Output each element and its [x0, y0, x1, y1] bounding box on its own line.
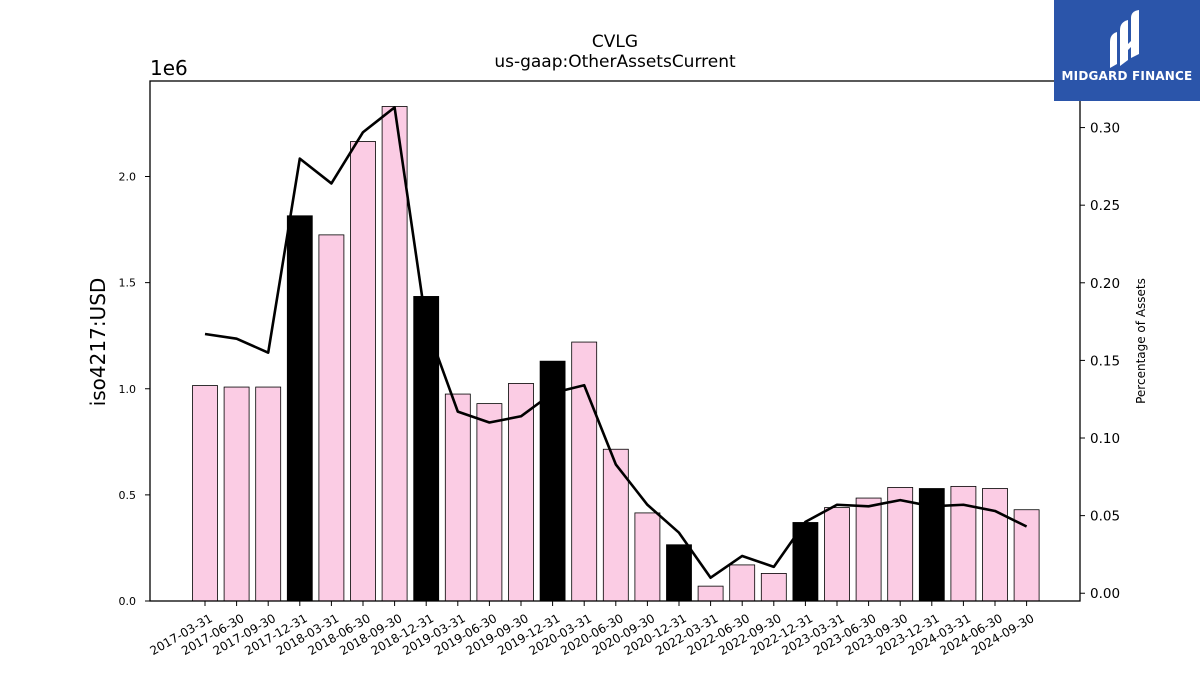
bar	[760, 573, 787, 602]
percentage-line	[204, 106, 1028, 580]
bar	[729, 564, 756, 602]
bar-series	[192, 106, 1040, 602]
y-axis-right: 0.00 0.05 0.10 0.15 0.20 0.25 0.30	[1080, 121, 1120, 602]
bar	[887, 487, 914, 602]
y-tick-label: 0.5	[119, 489, 137, 502]
y2-tick-label: 0.10	[1090, 431, 1120, 447]
bar	[539, 360, 566, 602]
bar	[350, 141, 376, 602]
bar	[286, 215, 313, 602]
logo: MIDGARD FINANCE	[1054, 0, 1200, 101]
chart-title: CVLG	[591, 32, 639, 52]
bar	[855, 497, 882, 602]
y-tick-label: 2.0	[119, 171, 137, 184]
x-axis: 2017-03-312017-06-302017-09-302017-12-31…	[147, 601, 1036, 658]
percentage-line-series	[204, 106, 1028, 580]
y-tick-label: 0.0	[119, 595, 137, 608]
bar	[571, 341, 598, 602]
chart-subtitle: us-gaap:OtherAssetsCurrent	[494, 52, 736, 72]
bar	[223, 386, 250, 602]
bar	[381, 106, 408, 602]
bar	[318, 234, 345, 602]
plot-frame	[149, 80, 1081, 602]
bar	[697, 585, 724, 602]
bar	[982, 488, 1008, 602]
y-axis-exponent: 1e6	[150, 56, 188, 80]
bar	[824, 507, 850, 602]
y2-tick-label: 0.25	[1090, 198, 1120, 214]
bar	[192, 385, 218, 602]
bar	[602, 448, 629, 602]
y2-tick-label: 0.15	[1090, 353, 1120, 369]
y2-axis-label: Percentage of Assets	[1134, 278, 1148, 404]
bar	[476, 403, 503, 602]
logo-text: MIDGARD FINANCE	[1061, 69, 1193, 83]
bar	[413, 296, 440, 602]
y2-tick-label: 0.20	[1090, 276, 1120, 292]
bar	[508, 383, 534, 602]
bar	[666, 544, 692, 602]
logo-mark-icon	[1110, 10, 1139, 68]
y-tick-label: 1.0	[119, 383, 137, 396]
bar	[634, 512, 661, 602]
y2-tick-label: 0.05	[1090, 509, 1120, 525]
y-axis-left: 0.0 0.5 1.0 1.5 2.0	[119, 171, 150, 608]
bar	[444, 393, 471, 602]
y2-tick-label: 0.00	[1090, 586, 1120, 602]
y2-tick-label: 0.30	[1090, 121, 1120, 137]
bar	[255, 386, 282, 602]
y-tick-label: 1.5	[119, 277, 137, 290]
y-axis-label: iso4217:USD	[86, 277, 110, 407]
